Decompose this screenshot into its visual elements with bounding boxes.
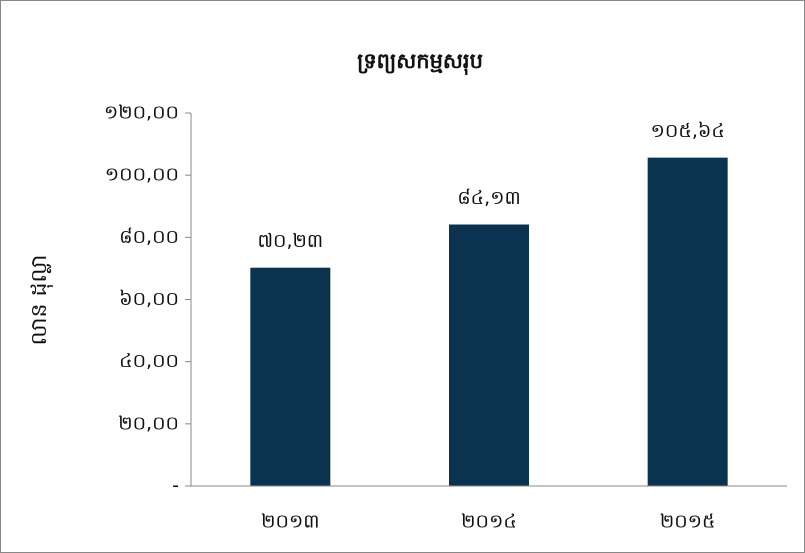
y-axis-label: លាន ដុល្លា (27, 255, 53, 346)
value-label: ៧០,២៣ (257, 230, 323, 252)
y-tick-label: ៤០,០០ (119, 350, 179, 372)
y-tick-label: ១២០,០០ (104, 102, 179, 124)
chart-title: ទ្រព្យសកម្មសរុប (357, 49, 483, 76)
bar (647, 157, 728, 486)
y-tick-label: ២០,០០ (118, 412, 179, 434)
value-label: ១០៥,៦៤ (651, 120, 725, 142)
value-label: ៨៤,១៣ (457, 187, 521, 209)
y-tick-label: ៦០,០០ (119, 288, 179, 310)
bar (250, 267, 331, 486)
x-tick-label: ២០១៣ (261, 511, 319, 533)
y-tick-label: ១០០,០០ (105, 164, 179, 186)
x-tick-label: ២០១៥ (660, 511, 716, 533)
bar (449, 224, 529, 486)
y-tick-label: ៨០,០០ (119, 226, 179, 248)
x-tick-label: ២០១៤ (461, 511, 517, 533)
y-tick-label: - (172, 475, 179, 497)
